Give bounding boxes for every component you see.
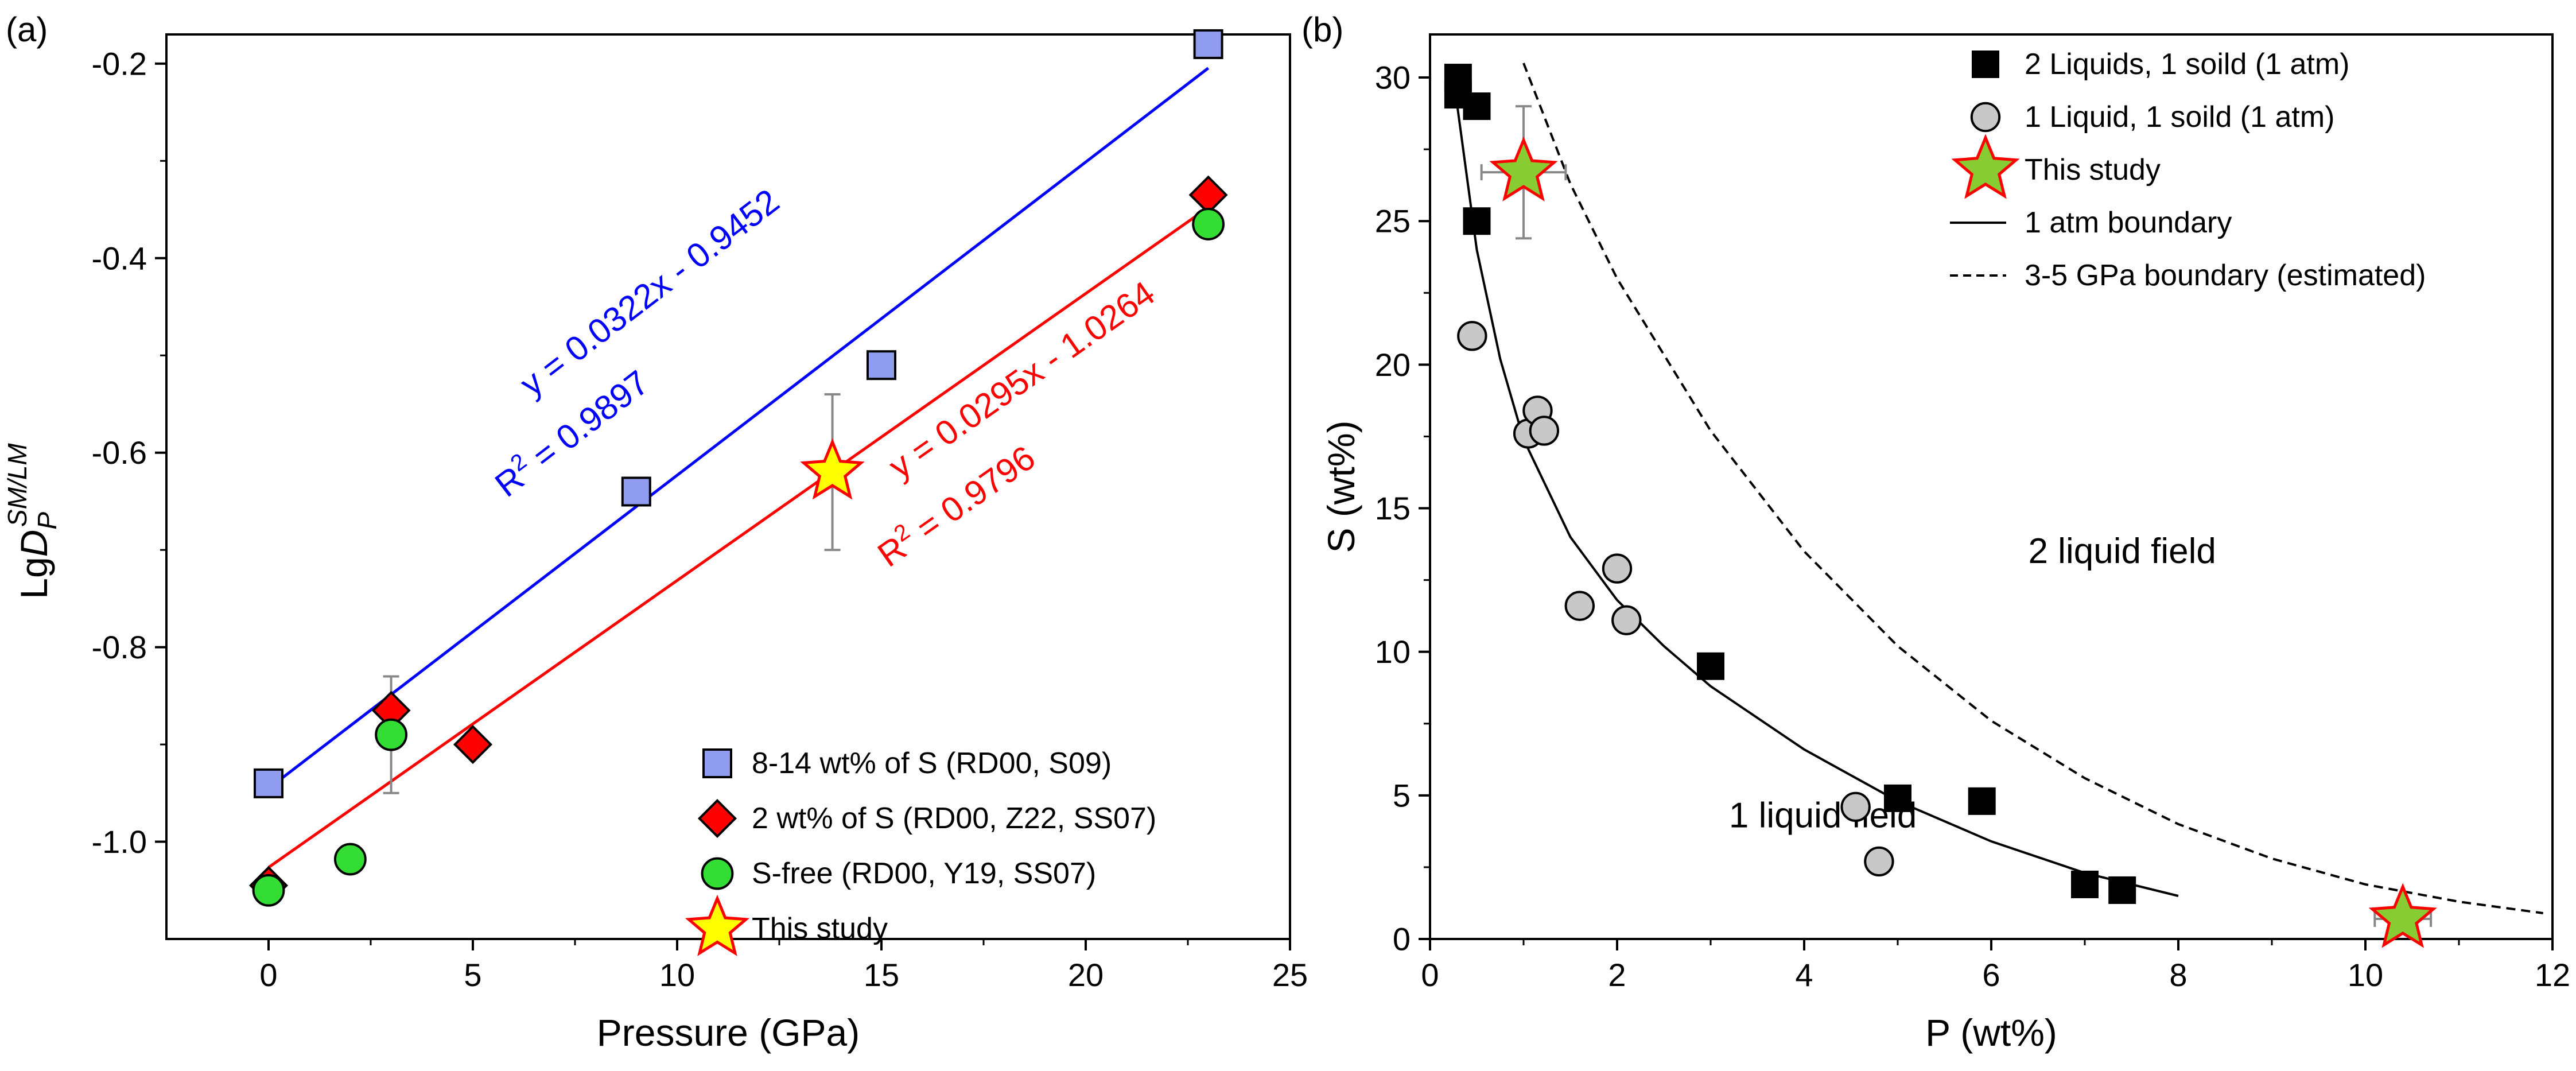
a-y-axis-label: LgDPSM/LM [2,443,62,599]
a-point-series-1 [621,476,651,507]
b-point-series-3 [1489,136,1558,201]
b-point-series-2 [1602,553,1633,584]
b-boundary-3-5gpa-line [1522,63,2543,914]
b-x-tick-label: 4 [1795,957,1813,993]
b-legend-label-1: 2 Liquids, 1 soild (1 atm) [2025,48,2350,81]
a-x-tick-label: 10 [659,957,695,993]
panel-b-chart: 0 2 4 6 8 10 12 0 5 10 15 20 25 30 (b) P (wt%) S (wt%) 2 … [1301,10,2570,1054]
b-point-series-2 [1611,605,1642,635]
a-fit-equation-1: y = 0.0322x - 0.9452 [513,181,786,403]
b-y-tick-label: 25 [1375,203,1411,239]
b-legend-marker-1 [1972,51,1999,78]
a-point-series-3 [1192,208,1225,240]
a-point-series-2 [1188,175,1228,215]
b-point-series-1 [1697,652,1724,680]
a-legend-label-3: S-free (RD00, Y19, SS07) [752,857,1096,890]
b-point-series-1 [1463,207,1491,235]
a-point-series-1 [867,350,896,381]
b-x-tick-label: 0 [1421,957,1439,993]
b-point-series-1 [1884,784,1911,812]
a-y-tick-label: -1.0 [92,824,147,860]
b-point-series-2 [1564,591,1595,621]
b-x-tick-label: 8 [2169,957,2187,993]
a-legend-marker-2 [697,798,737,839]
b-y-tick-label: 20 [1375,347,1411,383]
a-fit-line-2 [267,206,1210,869]
b-legend-label-5: 3-5 GPa boundary (estimated) [2025,259,2426,292]
b-legend-label-3: This study [2025,153,2161,187]
a-x-tick-label: 5 [464,957,481,993]
a-fit-line-1 [267,67,1210,790]
b-y-tick-label: 10 [1375,634,1411,670]
a-point-series-1 [254,768,283,798]
a-y-tick-label: -0.4 [92,240,147,276]
a-y-tick-label: -0.8 [92,629,147,665]
b-y-tick-label: 30 [1375,60,1411,96]
a-point-series-4 [800,438,865,500]
a-x-axis-label: Pressure (GPa) [597,1011,860,1054]
b-point-series-2 [1840,791,1871,822]
a-x-tick-label: 15 [864,957,899,993]
a-point-series-3 [334,843,367,876]
a-panel-label: (a) [6,10,48,49]
b-x-axis-label: P (wt%) [1925,1011,2057,1054]
b-point-series-2 [1529,416,1560,446]
b-legend-marker-3 [1951,134,2020,199]
b-point-series-1 [2108,876,2136,904]
b-field-label-1: 2 liquid field [2028,531,2216,571]
a-point-series-2 [453,725,493,765]
a-legend-marker-1 [702,748,732,778]
a-x-tick-label: 0 [259,957,277,993]
b-point-series-1 [1968,787,1996,815]
a-legend-label-4: This study [752,912,888,945]
b-y-tick-label: 5 [1393,777,1411,813]
a-point-series-3 [252,874,285,907]
b-point-series-2 [1864,846,1894,877]
b-point-series-1 [2071,870,2099,898]
b-legend-marker-2 [1970,102,2001,133]
b-point-series-3 [2368,883,2437,948]
b-x-tick-label: 6 [1982,957,2000,993]
panel-a-chart: 0 5 10 15 20 25 -1.0 -0.8 -0.6 -0.4 -0.2 (a) Pressur… [2,10,1308,1054]
a-point-series-1 [1193,29,1223,59]
a-legend-marker-4 [685,894,750,956]
b-x-tick-label: 12 [2535,957,2570,993]
b-legend-label-4: 1 atm boundary [2025,206,2232,239]
b-y-axis-label: S (wt%) [1320,421,1362,553]
b-x-tick-label: 2 [1608,957,1626,993]
a-legend-label-1: 8-14 wt% of S (RD00, S09) [752,747,1112,780]
b-y-tick-label: 0 [1393,921,1411,957]
a-legend-label-2: 2 wt% of S (RD00, Z22, SS07) [752,802,1156,835]
b-point-series-1 [1463,92,1491,121]
b-panel-label: (b) [1301,10,1343,49]
a-y-tick-label: -0.2 [92,45,147,82]
b-point-series-2 [1457,321,1487,351]
b-x-tick-label: 10 [2348,957,2383,993]
b-legend-label-2: 1 Liquid, 1 soild (1 atm) [2025,100,2335,134]
a-y-tick-label: -0.6 [92,434,147,471]
a-x-tick-label: 20 [1068,957,1104,993]
b-boundary-1atm-line [1452,77,2179,897]
a-point-series-3 [375,718,407,751]
a-x-tick-label: 25 [1272,957,1308,993]
a-legend-marker-3 [701,857,734,890]
b-y-tick-label: 15 [1375,490,1411,526]
